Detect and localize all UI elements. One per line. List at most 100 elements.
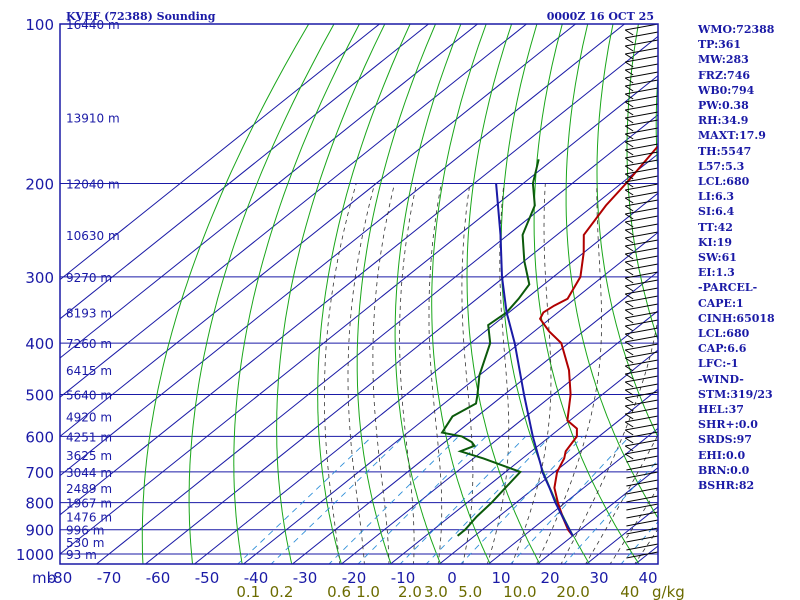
wind-barb-flag — [624, 341, 634, 348]
wind-barb-flag — [624, 117, 634, 124]
isotherm — [193, 192, 658, 564]
height-label: 12040 m — [66, 178, 120, 192]
wind-barb — [626, 487, 659, 495]
height-label: 4920 m — [66, 410, 112, 424]
wind-barb — [625, 391, 659, 399]
wind-barb-flag — [624, 189, 634, 196]
wind-barb-flag — [624, 141, 634, 148]
indices-panel: WMO:72388 TP:361 MW:283 FRZ:746 WB0:794 PW:0.… — [698, 22, 798, 493]
wind-barb — [626, 455, 659, 463]
index-line: SHR+:0.0 — [698, 418, 758, 432]
pressure-tick-label: 300 — [25, 269, 54, 287]
wind-barb-flag — [624, 197, 634, 204]
index-line: HEL:37 — [698, 403, 744, 417]
wind-barb — [625, 423, 659, 431]
temperature-tick-label: 0 — [447, 569, 457, 587]
isotherm — [60, 24, 381, 281]
pressure-tick-label: 900 — [25, 522, 54, 540]
index-line: BSHR:82 — [698, 479, 755, 493]
index-line: L57:5.3 — [698, 159, 745, 173]
dewpoint-line — [440, 159, 540, 537]
wind-barb-flag — [624, 53, 634, 60]
wind-barb-flag — [624, 269, 634, 276]
wind-barb-flag — [624, 245, 634, 252]
height-label: 16440 m — [66, 18, 120, 32]
wind-barb-flag — [624, 173, 634, 180]
wind-barb-flag — [624, 213, 634, 220]
wind-barb — [625, 295, 659, 303]
mixing-ratio-label: 20.0 — [556, 583, 589, 600]
moist-adiabat — [324, 183, 357, 564]
index-line: EI:1.3 — [698, 266, 735, 280]
wind-barb-flag — [624, 325, 634, 332]
index-line: LCL:680 — [698, 175, 750, 189]
mixing-ratio-line — [357, 436, 487, 564]
wind-barb-flag — [624, 301, 634, 308]
mixing-ratio-line — [510, 436, 630, 564]
wind-barb-flag — [624, 125, 634, 132]
height-label: 13910 m — [66, 111, 120, 125]
wind-barb — [626, 495, 659, 503]
wind-barb — [625, 263, 659, 271]
index-line: SW:61 — [698, 251, 737, 265]
isotherm — [389, 349, 658, 564]
temperature-line — [538, 144, 658, 537]
mixing-ratio-line — [270, 436, 405, 564]
wind-barb-flag — [624, 165, 634, 172]
wind-barb-flag — [624, 389, 634, 396]
index-line: BRN:0.0 — [698, 463, 750, 477]
wind-barb — [626, 479, 659, 487]
pressure-unit-label: mb — [32, 569, 56, 587]
isotherm — [60, 24, 626, 477]
index-line: LCL:680 — [698, 327, 750, 341]
wind-barbs — [624, 23, 659, 559]
wind-barb — [625, 175, 659, 183]
wind-barb — [625, 367, 659, 375]
wind-barb — [625, 135, 659, 143]
index-line: TH:5547 — [698, 144, 752, 158]
wind-barb — [626, 535, 659, 543]
pressure-tick-label: 1000 — [16, 546, 54, 564]
wind-barb-flag — [624, 109, 634, 116]
dry-adiabat — [276, 24, 386, 564]
dry-adiabat — [431, 24, 491, 564]
wind-barb — [625, 143, 659, 151]
index-line: KI:19 — [698, 235, 733, 249]
wind-barb-flag — [624, 397, 634, 404]
dry-adiabat — [233, 24, 360, 564]
mixing-ratio-line — [425, 436, 551, 564]
wind-barb — [625, 399, 659, 407]
isotherm — [487, 427, 658, 564]
pressure-tick-label: 700 — [25, 464, 54, 482]
wind-barb-flag — [624, 101, 634, 108]
wind-barb-flag — [624, 45, 634, 52]
index-line: WMO:72388 — [698, 23, 775, 36]
wind-barb — [625, 71, 659, 79]
wind-barb-flag — [624, 77, 634, 84]
index-line: SI:6.4 — [698, 205, 735, 219]
isotherm — [60, 74, 658, 555]
wind-barb-flag — [624, 309, 634, 316]
wind-barb-flag — [624, 237, 634, 244]
wind-barb — [626, 463, 659, 471]
height-label: 996 m — [66, 524, 104, 538]
wind-barb — [625, 343, 659, 351]
isotherm — [60, 24, 479, 359]
wind-barb — [625, 247, 659, 255]
index-line: -PARCEL- — [698, 281, 758, 295]
height-label: 530 m — [66, 536, 104, 550]
dry-adiabat — [626, 24, 658, 342]
dry-adiabat — [356, 24, 436, 564]
station-title: KVEF (72388) Sounding — [66, 10, 216, 23]
wind-barb — [625, 207, 659, 215]
wind-barb — [625, 439, 659, 447]
height-label: 1967 m — [66, 497, 112, 511]
moist-adiabat — [486, 183, 510, 564]
mixing-ratio-label: 0.1 — [236, 583, 260, 600]
dry-adiabat — [394, 24, 462, 564]
wind-barb-flag — [624, 37, 634, 44]
mixing-unit-label: g/kg — [652, 583, 685, 600]
index-line: LI:6.3 — [698, 190, 735, 204]
